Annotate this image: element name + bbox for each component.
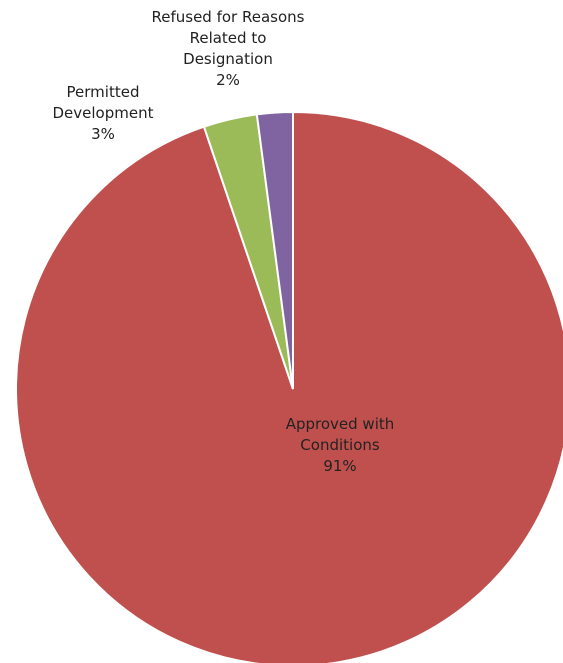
value-label: 91%: [323, 457, 357, 475]
category-label: Refused for Reasons Related to Designati…: [151, 8, 305, 68]
category-label: Permitted Development: [52, 83, 154, 122]
value-label: 2%: [216, 71, 240, 89]
slice-label: Approved with Conditions 91%: [250, 414, 430, 477]
pie-slice: [255, 110, 294, 390]
slice-label: Refused for Reasons Related to Designati…: [148, 7, 308, 91]
pie-slice: [15, 110, 563, 663]
slice-label: Permitted Development 3%: [38, 82, 168, 145]
category-label: Approved with Conditions: [285, 415, 395, 454]
value-label: 3%: [91, 125, 115, 143]
